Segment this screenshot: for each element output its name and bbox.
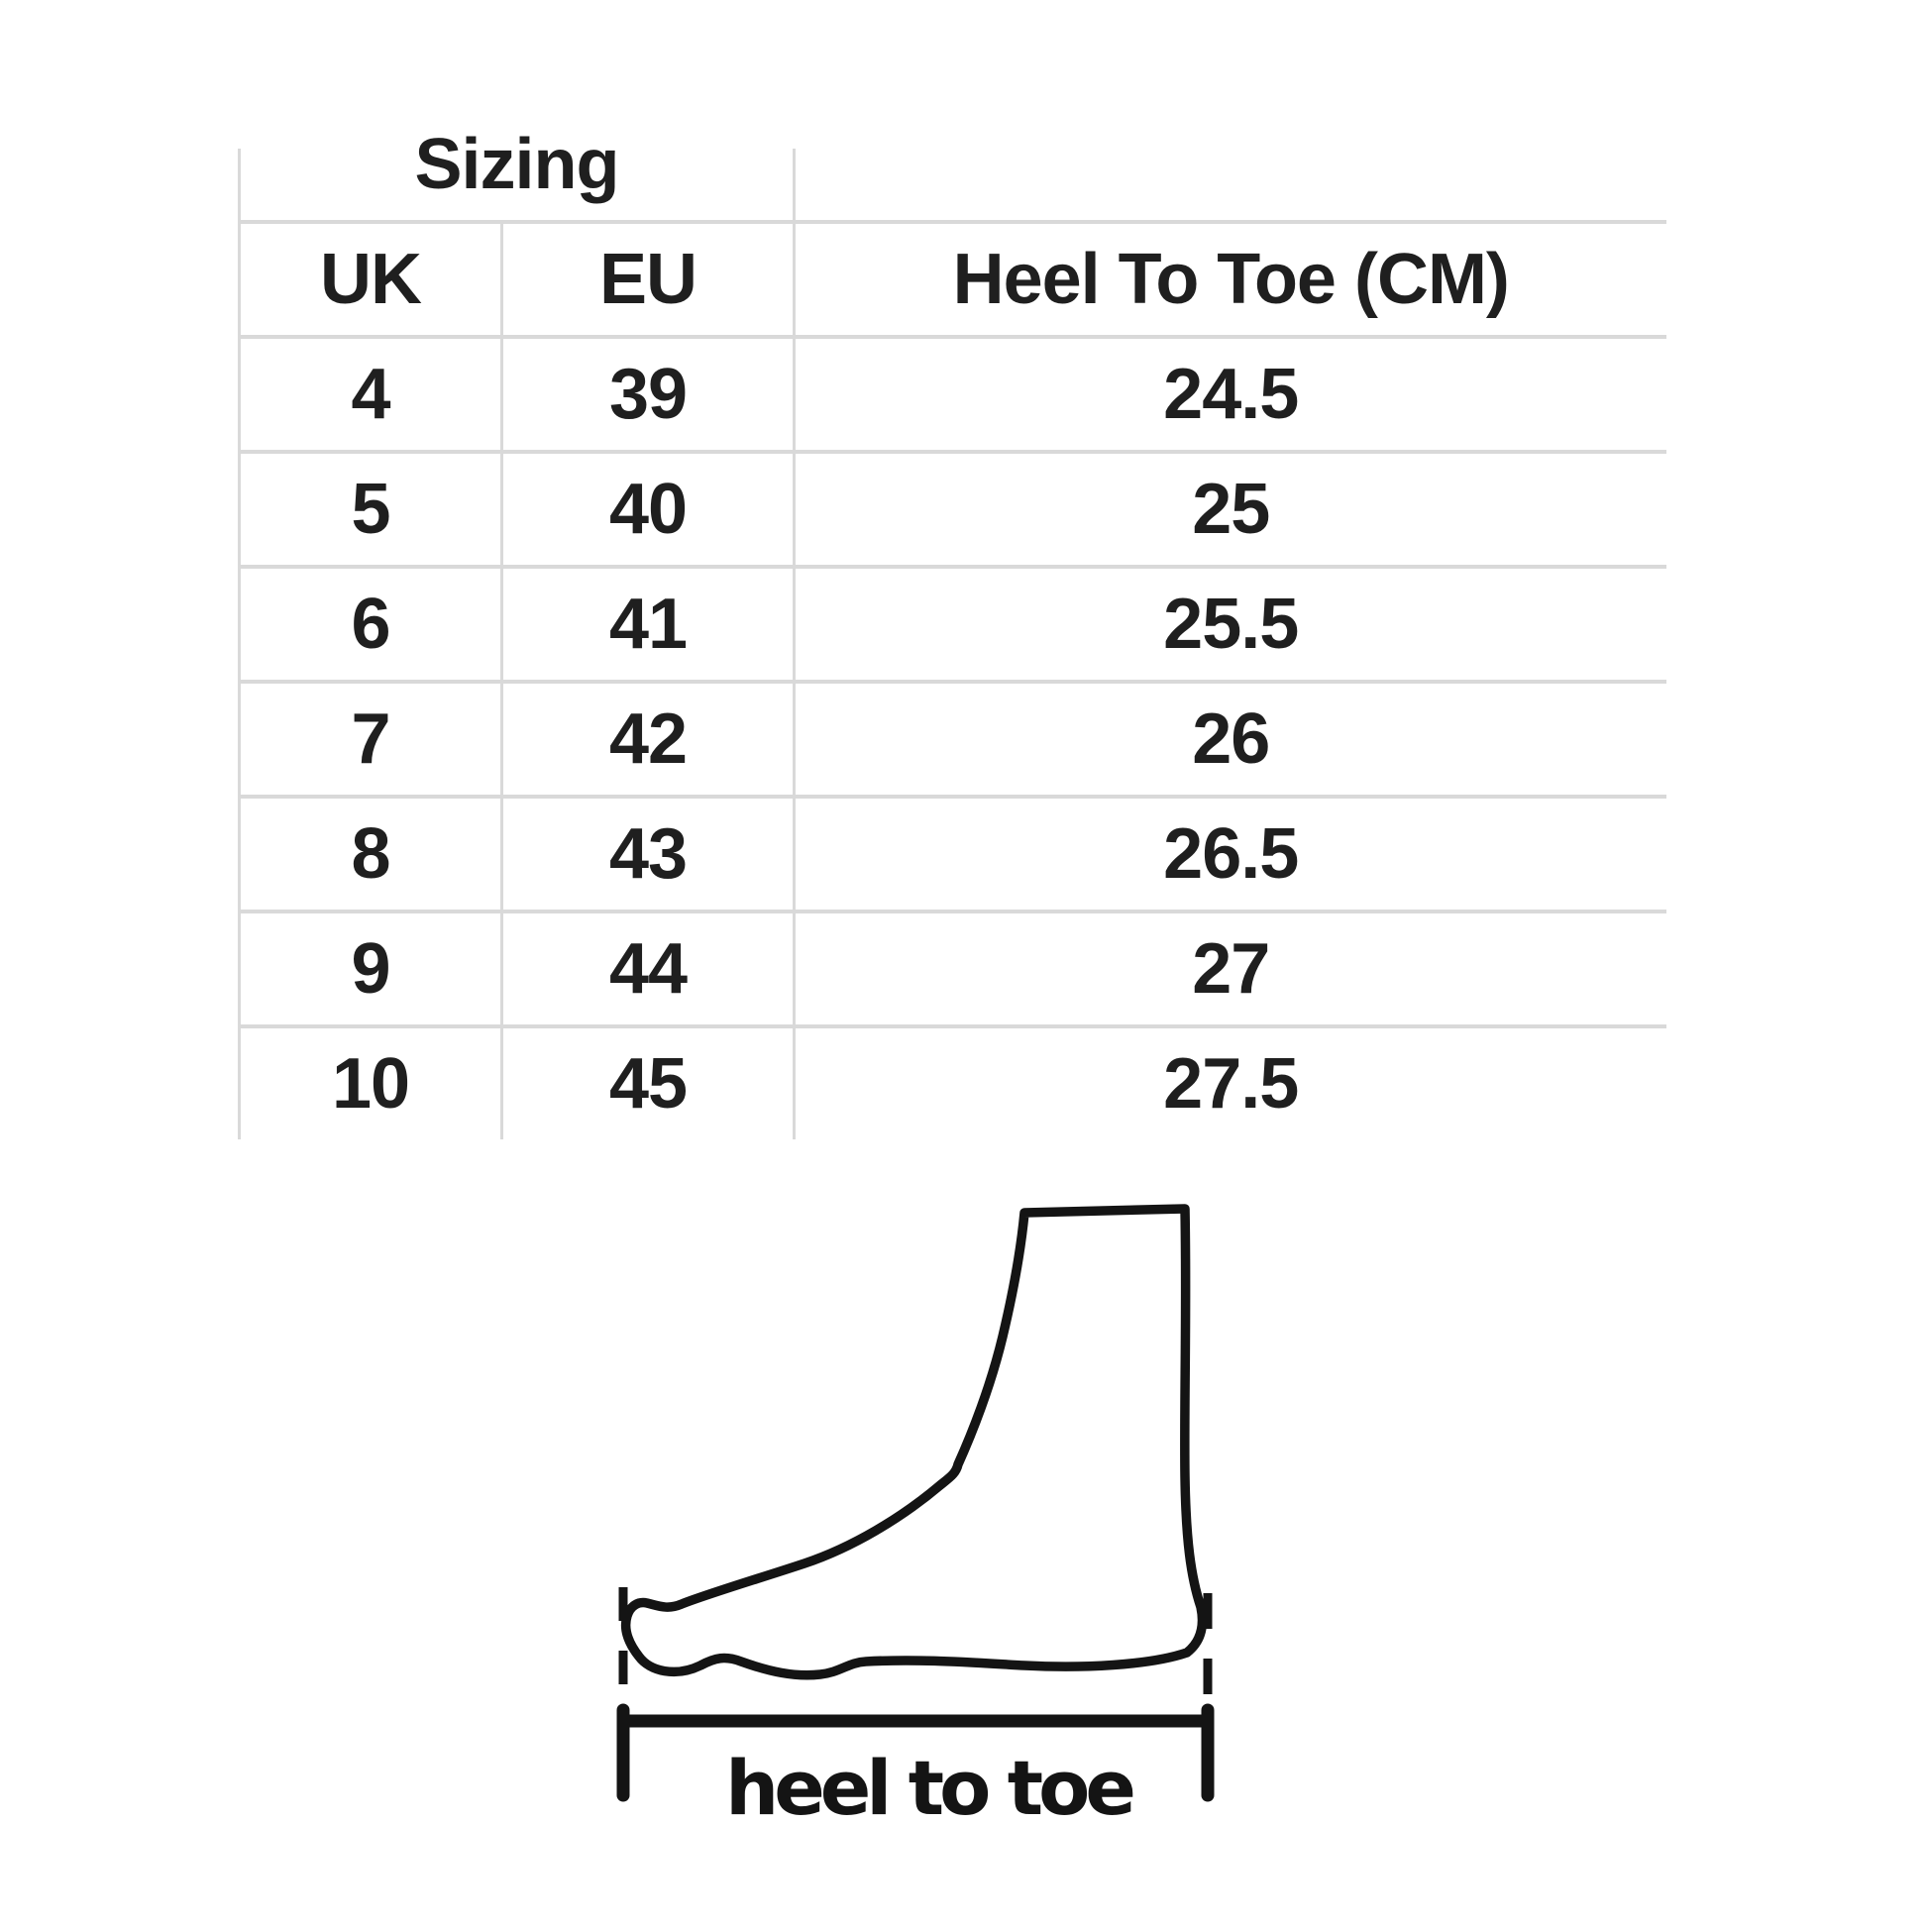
cell-eu: 45 (501, 1026, 796, 1139)
cell-uk: 6 (238, 567, 503, 684)
table-row: 4 39 24.5 (238, 337, 1666, 454)
table-row: 6 41 25.5 (238, 567, 1666, 684)
cell-uk: 4 (238, 337, 503, 454)
cell-uk: 5 (238, 452, 503, 569)
table-row: 7 42 26 (238, 682, 1666, 799)
heel-to-toe-caption: heel to toe (725, 1744, 1136, 1832)
gridline-gap-left (232, 103, 246, 149)
cell-eu: 40 (501, 452, 796, 569)
column-header-eu: EU (501, 222, 796, 339)
column-header-row: UK EU Heel To Toe (CM) (238, 222, 1666, 339)
cell-uk: 8 (238, 797, 503, 913)
cell-uk: 9 (238, 912, 503, 1028)
column-header-heel-to-toe: Heel To Toe (CM) (794, 222, 1666, 339)
table-row: 10 45 27.5 (238, 1026, 1666, 1139)
table-row: 5 40 25 (238, 452, 1666, 569)
table-title: Sizing (238, 109, 796, 224)
column-header-uk: UK (238, 222, 503, 339)
cell-heel-to-toe: 26.5 (794, 797, 1666, 913)
foot-outline-icon (620, 1204, 1208, 1680)
cell-eu: 43 (501, 797, 796, 913)
cell-uk: 7 (238, 682, 503, 799)
table-title-row: Sizing (238, 109, 1666, 224)
gridline-gap-middle (788, 103, 802, 149)
table-row: 8 43 26.5 (238, 797, 1666, 913)
cell-heel-to-toe: 27 (794, 912, 1666, 1028)
cell-heel-to-toe: 27.5 (1163, 1044, 1299, 1124)
cell-eu: 39 (501, 337, 796, 454)
cell-uk: 10 (238, 1026, 503, 1139)
table-row: 9 44 27 (238, 912, 1666, 1028)
cell-heel-to-toe: 25.5 (794, 567, 1666, 684)
cell-eu: 41 (501, 567, 796, 684)
cell-heel-to-toe: 26 (794, 682, 1666, 799)
empty-header-cell (794, 109, 1666, 224)
cell-eu: 42 (501, 682, 796, 799)
cell-heel-to-toe: 24.5 (794, 337, 1666, 454)
cell-eu: 44 (501, 912, 796, 1028)
sizing-table-head: Sizing UK EU Heel To Toe (CM) (238, 109, 1666, 339)
foot-diagram (616, 1204, 1215, 1802)
cell-heel-to-toe: 25 (794, 452, 1666, 569)
sizing-table: Sizing UK EU Heel To Toe (CM) 4 39 24.5 5 40… (238, 109, 1666, 1139)
size-table-body: 4 39 24.5 5 40 25 6 41 25.5 7 42 26 8 43 26.5 9 44 27 10 45… (238, 337, 1666, 1139)
